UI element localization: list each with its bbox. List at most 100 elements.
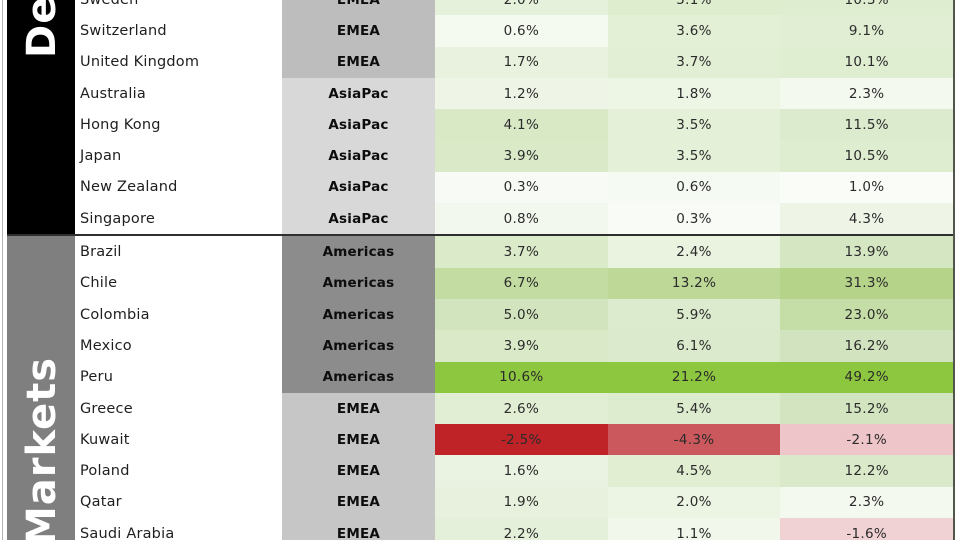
value-cell: 4.1% [435, 109, 608, 141]
value-cell: -4.3% [607, 424, 781, 456]
table-row: Kuwait EMEA -2.5% -4.3% -2.1% [75, 424, 954, 456]
region-cell: Americas [282, 267, 435, 299]
country-cell: Chile [75, 267, 282, 299]
table-row: Poland EMEA 1.6% 4.5% 12.2% [75, 455, 954, 487]
value-cell: 1.8% [607, 77, 781, 110]
table-row: Qatar EMEA 1.9% 2.0% 2.3% [75, 486, 954, 519]
region-cell: EMEA [282, 455, 435, 487]
value-cell: 10.6% [435, 361, 608, 393]
value-cell: 5.4% [607, 392, 781, 425]
table-row: Greece EMEA 2.6% 5.4% 15.2% [75, 392, 954, 425]
value-cell: 16.2% [780, 330, 954, 362]
region-cell: Americas [282, 361, 435, 393]
country-cell: Mexico [75, 330, 282, 362]
region-cell: Americas [282, 330, 435, 362]
value-cell: 0.6% [607, 171, 781, 204]
value-cell: 2.4% [607, 236, 781, 268]
region-cell: AsiaPac [282, 109, 435, 141]
value-cell: 3.9% [435, 330, 608, 362]
country-cell: Poland [75, 455, 282, 487]
value-cell: 13.2% [607, 267, 781, 299]
country-cell: Australia [75, 77, 282, 110]
region-cell: EMEA [282, 424, 435, 456]
country-cell: Qatar [75, 486, 282, 519]
emerging-markets-band: Markets [7, 236, 75, 540]
value-cell: -2.5% [435, 424, 608, 456]
value-cell: 23.0% [780, 298, 954, 331]
value-cell: 2.3% [780, 486, 954, 519]
value-cell: 31.3% [780, 267, 954, 299]
markets-band-label: Markets [19, 357, 65, 540]
region-cell: AsiaPac [282, 203, 435, 235]
value-cell: 2.0% [607, 486, 781, 519]
value-cell: 49.2% [780, 361, 954, 393]
left-edge-rule [2, 0, 3, 540]
value-cell: 15.2% [780, 392, 954, 425]
country-cell: Japan [75, 140, 282, 172]
value-cell: 1.2% [435, 77, 608, 110]
country-cell: Switzerland [75, 15, 282, 47]
value-cell: 3.9% [435, 140, 608, 172]
table-row: Japan AsiaPac 3.9% 3.5% 10.5% [75, 140, 954, 172]
table-row: Switzerland EMEA 0.6% 3.6% 9.1% [75, 15, 954, 47]
country-cell: Saudi Arabia [75, 518, 282, 540]
value-cell: 1.7% [435, 46, 608, 78]
region-cell: EMEA [282, 0, 435, 16]
country-cell: Colombia [75, 298, 282, 331]
table-row: Hong Kong AsiaPac 4.1% 3.5% 11.5% [75, 109, 954, 141]
value-cell: 6.7% [435, 267, 608, 299]
table-row: Sweden EMEA 2.0% 5.1% 10.3% [75, 0, 954, 16]
table-row: Mexico Americas 3.9% 6.1% 16.2% [75, 330, 954, 362]
region-cell: EMEA [282, 486, 435, 519]
table-row: New Zealand AsiaPac 0.3% 0.6% 1.0% [75, 171, 954, 204]
value-cell: -1.6% [780, 518, 954, 540]
value-cell: 3.7% [607, 46, 781, 78]
developed-rows: Sweden EMEA 2.0% 5.1% 10.3% Switzerland … [75, 0, 954, 235]
value-cell: 2.2% [435, 518, 608, 540]
region-cell: Americas [282, 298, 435, 331]
value-cell: 13.9% [780, 236, 954, 268]
value-cell: 2.3% [780, 77, 954, 110]
value-cell: 3.5% [607, 109, 781, 141]
value-cell: 1.0% [780, 171, 954, 204]
emerging-markets-section: Markets Brazil Americas 3.7% 2.4% 13.9% … [7, 234, 954, 540]
table-row: Singapore AsiaPac 0.8% 0.3% 4.3% [75, 203, 954, 235]
value-cell: 3.7% [435, 236, 608, 268]
country-cell: Singapore [75, 203, 282, 235]
value-cell: 10.3% [780, 0, 954, 16]
table-row: Colombia Americas 5.0% 5.9% 23.0% [75, 298, 954, 331]
value-cell: 5.1% [607, 0, 781, 16]
value-cell: 0.3% [435, 171, 608, 204]
value-cell: 9.1% [780, 15, 954, 47]
table-row: Australia AsiaPac 1.2% 1.8% 2.3% [75, 77, 954, 110]
developed-section: Developed Sweden EMEA 2.0% 5.1% 10.3% Sw… [7, 0, 954, 235]
value-cell: 21.2% [607, 361, 781, 393]
value-cell: 1.6% [435, 455, 608, 487]
region-cell: EMEA [282, 15, 435, 47]
developed-band-label: Developed [19, 0, 65, 58]
country-cell: New Zealand [75, 171, 282, 204]
value-cell: 10.1% [780, 46, 954, 78]
value-cell: 0.6% [435, 15, 608, 47]
region-cell: AsiaPac [282, 77, 435, 110]
value-cell: 4.3% [780, 203, 954, 235]
region-cell: AsiaPac [282, 140, 435, 172]
region-cell: Americas [282, 236, 435, 268]
value-cell: 0.8% [435, 203, 608, 235]
value-cell: 2.6% [435, 392, 608, 425]
country-cell: Sweden [75, 0, 282, 16]
value-cell: 5.9% [607, 298, 781, 331]
country-cell: United Kingdom [75, 46, 282, 78]
value-cell: 6.1% [607, 330, 781, 362]
table-row: Saudi Arabia EMEA 2.2% 1.1% -1.6% [75, 518, 954, 540]
value-cell: 3.5% [607, 140, 781, 172]
markets-returns-table: Developed Sweden EMEA 2.0% 5.1% 10.3% Sw… [7, 0, 955, 540]
value-cell: 1.1% [607, 518, 781, 540]
emerging-markets-rows: Brazil Americas 3.7% 2.4% 13.9% Chile Am… [75, 236, 954, 540]
value-cell: -2.1% [780, 424, 954, 456]
table-row: Brazil Americas 3.7% 2.4% 13.9% [75, 236, 954, 268]
value-cell: 5.0% [435, 298, 608, 331]
country-cell: Greece [75, 392, 282, 425]
value-cell: 3.6% [607, 15, 781, 47]
